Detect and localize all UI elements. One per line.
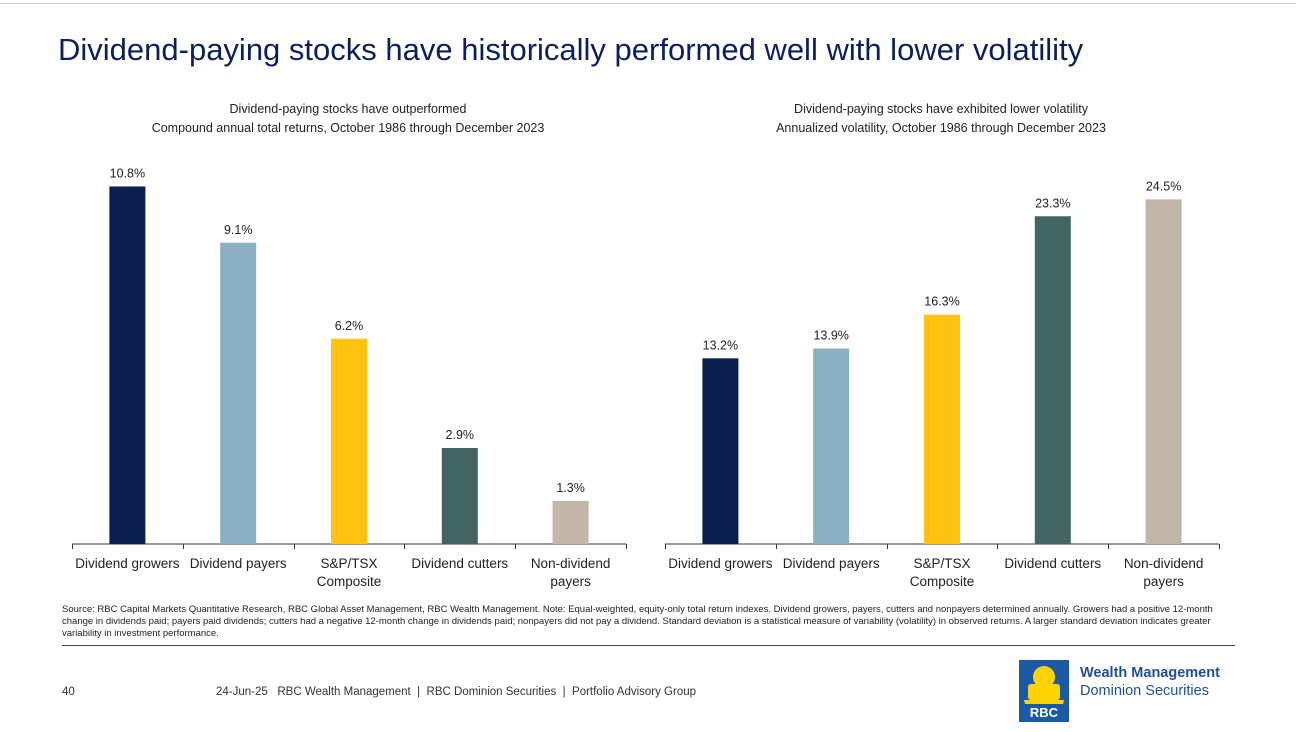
- logo-lion-body: [1028, 684, 1060, 700]
- returns-bar: [220, 242, 257, 545]
- footer-text: 24-Jun-25 RBC Wealth Management | RBC Do…: [216, 686, 697, 698]
- returns-data-label: 1.3%: [556, 481, 585, 495]
- logo-text: RBC: [1030, 705, 1059, 720]
- brand-wealth-management: Wealth Management: [1080, 665, 1220, 681]
- volatility-data-label: 23.3%: [1035, 196, 1070, 210]
- returns-category-label: Dividend growers: [75, 556, 180, 571]
- volatility-data-label: 13.2%: [703, 338, 738, 352]
- volatility-data-label: 16.3%: [924, 295, 959, 309]
- volatility-bar: [813, 348, 850, 544]
- returns-bar: [552, 500, 589, 544]
- source-note: Source: RBC Capital Markets Quantitative…: [62, 604, 1213, 639]
- logo-globe-band: [1024, 700, 1064, 704]
- volatility-category-label: S&P/TSX: [913, 556, 970, 571]
- returns-data-label: 10.8%: [110, 166, 145, 180]
- returns-data-label: 6.2%: [335, 319, 364, 333]
- volatility-category-label: Dividend cutters: [1004, 556, 1101, 571]
- top-rule: [0, 3, 1296, 4]
- volatility-bar-chart: 13.2% Dividend growers 13.9% Dividend payer…: [665, 179, 1220, 589]
- volatility-data-label: 24.5%: [1146, 179, 1181, 193]
- returns-bar: [109, 186, 146, 544]
- returns-bar: [331, 338, 367, 544]
- brand-dominion-securities: Dominion Securities: [1080, 683, 1209, 699]
- logo-lion-head: [1033, 666, 1055, 688]
- left-chart-title: Dividend-paying stocks have outperformed: [229, 102, 467, 116]
- right-chart-subtitle: Annualized volatility, October 1986 thro…: [776, 121, 1106, 135]
- returns-category-label: S&P/TSX: [320, 556, 377, 571]
- rbc-lion-logo-icon: RBC: [1019, 660, 1069, 722]
- volatility-category-label: Dividend payers: [783, 556, 880, 571]
- volatility-data-label: 13.9%: [813, 328, 848, 342]
- right-chart-heading: Dividend-paying stocks have exhibited lo…: [665, 100, 1217, 138]
- returns-category-label: Dividend payers: [190, 556, 287, 571]
- returns-bar: [441, 448, 478, 544]
- right-chart-title: Dividend-paying stocks have exhibited lo…: [794, 102, 1088, 116]
- left-chart-subtitle: Compound annual total returns, October 1…: [151, 121, 545, 135]
- returns-bar-chart: 10.8% Dividend growers 9.1% Dividend payers…: [72, 166, 627, 589]
- volatility-category-label: Dividend growers: [668, 556, 773, 571]
- page-title: Dividend-paying stocks have historically…: [58, 32, 1084, 67]
- returns-data-label: 2.9%: [446, 428, 475, 442]
- volatility-bar: [924, 314, 960, 544]
- returns-category-label: Composite: [317, 574, 382, 589]
- returns-data-label: 9.1%: [224, 223, 253, 237]
- volatility-category-label: payers: [1143, 574, 1184, 589]
- volatility-bar: [702, 358, 739, 544]
- volatility-category-label: Composite: [910, 574, 975, 589]
- note-divider: [62, 645, 1235, 646]
- returns-category-label: Dividend cutters: [411, 556, 508, 571]
- returns-category-label: payers: [550, 574, 591, 589]
- volatility-bar: [1145, 199, 1182, 544]
- volatility-bar: [1034, 216, 1071, 544]
- page-number: 40: [62, 686, 75, 698]
- volatility-category-label: Non-dividend: [1124, 556, 1204, 571]
- left-chart-heading: Dividend-paying stocks have outperformed…: [72, 100, 624, 138]
- returns-category-label: Non-dividend: [531, 556, 611, 571]
